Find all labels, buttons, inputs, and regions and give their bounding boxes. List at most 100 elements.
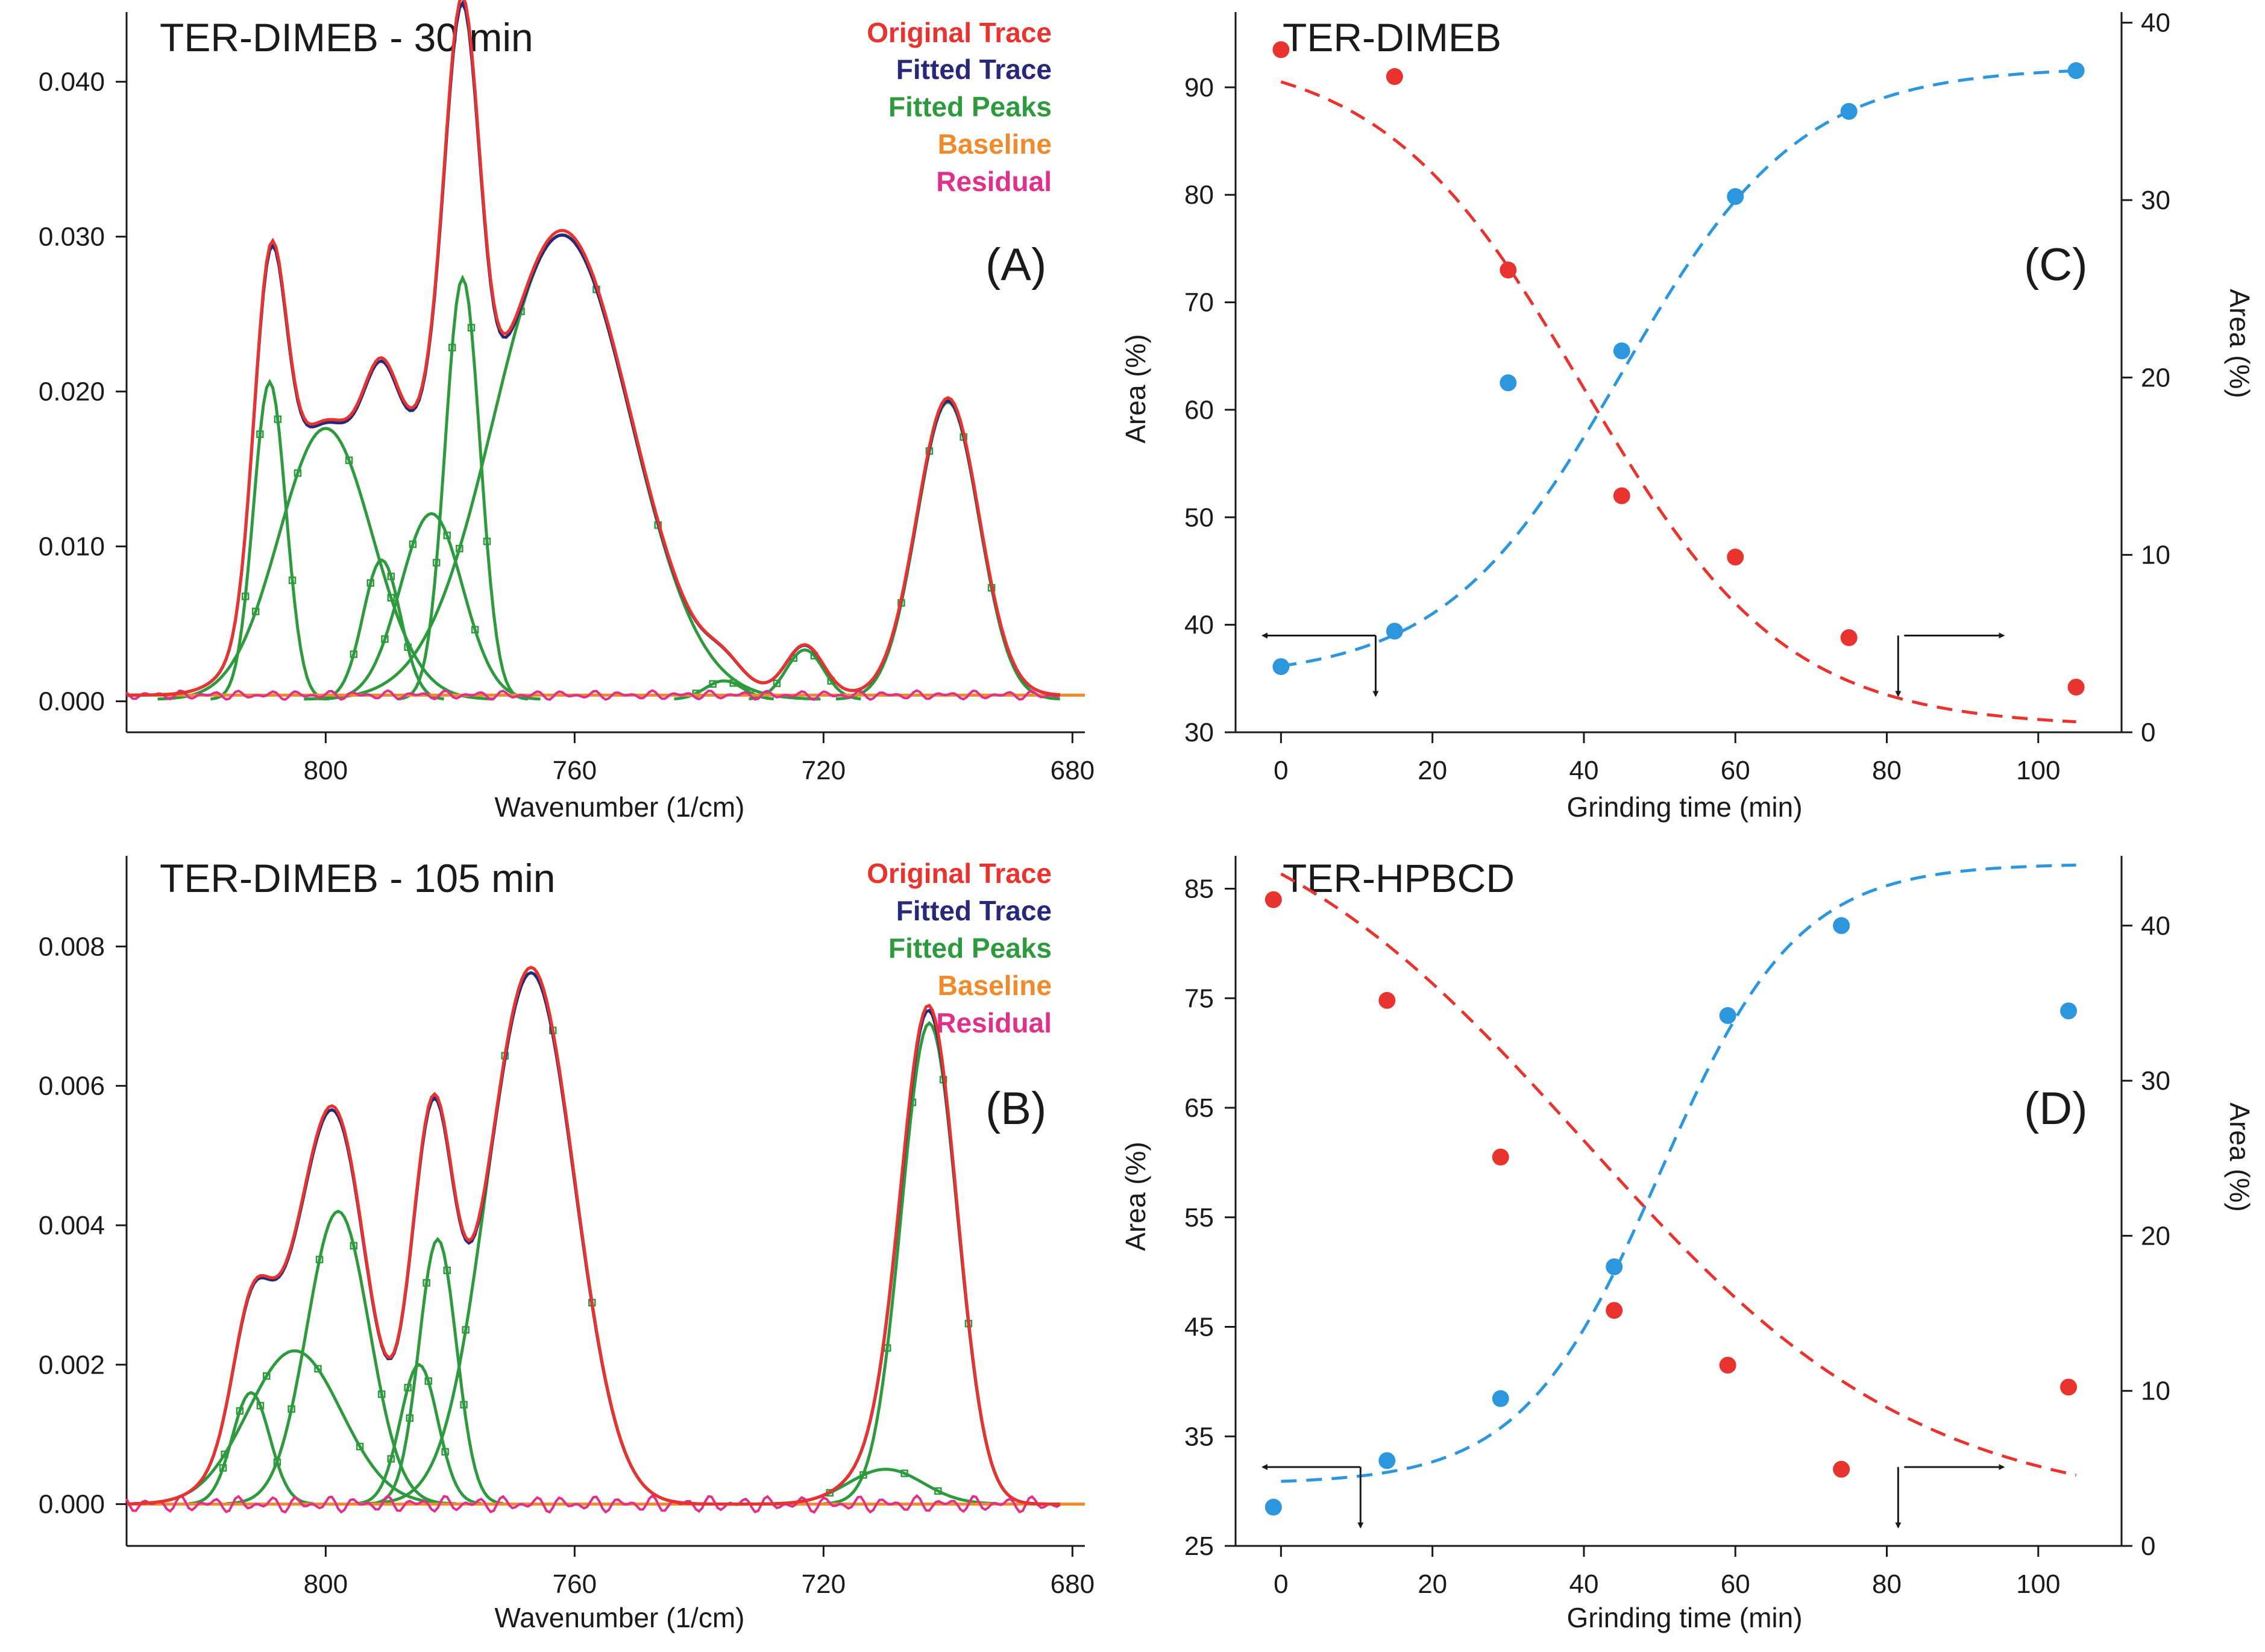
panel-b-legend-fitted-peaks: Fitted Peaks xyxy=(888,932,1052,964)
y-tick-label: 60 xyxy=(1184,395,1214,425)
y-tick-label: 70 xyxy=(1184,288,1214,318)
peak-marker xyxy=(274,415,282,423)
y2-tick-label: 30 xyxy=(2141,1066,2170,1096)
peak-marker xyxy=(443,532,451,539)
y-tick-label: 0.002 xyxy=(39,1350,105,1380)
peak-marker xyxy=(462,1326,470,1334)
y2-tick-label: 40 xyxy=(2141,8,2170,38)
panel-a-legend-baseline: Baseline xyxy=(938,128,1052,160)
y-tick-label: 0.030 xyxy=(39,222,105,252)
data-point xyxy=(1272,658,1290,676)
peak-marker xyxy=(287,1405,295,1413)
data-point xyxy=(1378,991,1396,1009)
x-tick-label: 760 xyxy=(553,1569,597,1599)
peak-marker xyxy=(709,680,717,688)
y-tick-label: 0.040 xyxy=(39,68,105,97)
peak-marker xyxy=(294,469,302,477)
data-point xyxy=(1500,262,1517,279)
y-tick-label: 40 xyxy=(1184,611,1214,640)
y-tick-label: 0.008 xyxy=(39,932,105,961)
data-point xyxy=(1727,548,1744,566)
data-point xyxy=(1272,41,1290,58)
fit-curve xyxy=(1280,80,2076,724)
peak-marker xyxy=(423,1279,430,1287)
peak-marker xyxy=(441,1448,449,1456)
fit-curve xyxy=(1281,69,2076,668)
peak-marker xyxy=(366,579,374,587)
peak-marker xyxy=(241,592,250,600)
y-tick-label: 0.006 xyxy=(39,1072,105,1101)
data-point xyxy=(1833,917,1850,934)
peak-marker xyxy=(387,594,395,601)
panel-c-title: TER-DIMEB xyxy=(1283,15,1501,60)
fitted-peak xyxy=(366,966,696,1506)
x-tick-label: 60 xyxy=(1721,756,1750,785)
peak-marker xyxy=(263,1372,271,1380)
peak-marker xyxy=(251,608,260,615)
peak-marker xyxy=(409,540,417,548)
panel-d-title: TER-HPBCD xyxy=(1283,856,1515,900)
panel-a-legend-fitted-trace: Fitted Trace xyxy=(896,54,1052,85)
x-tick-label: 80 xyxy=(1872,756,1902,785)
panel-a-xlabel: Wavenumber (1/cm) xyxy=(495,791,745,823)
x-tick-label: 800 xyxy=(304,1569,348,1599)
data-point xyxy=(1606,1302,1623,1319)
data-point xyxy=(1264,891,1282,908)
panel-b-title: TER-DIMEB - 105 min xyxy=(160,856,555,900)
fitted-peak xyxy=(188,1390,313,1506)
peak-marker xyxy=(729,679,737,687)
fitted-peak xyxy=(322,512,541,701)
y2-tick-label: 0 xyxy=(2141,718,2155,747)
peak-marker xyxy=(288,576,297,585)
y2-tick-label: 10 xyxy=(2141,541,2170,570)
y-tick-label: 85 xyxy=(1184,875,1214,904)
data-point xyxy=(1613,487,1630,504)
x-tick-label: 800 xyxy=(304,756,348,785)
panel-c-xlabel: Grinding time (min) xyxy=(1566,791,1802,823)
x-tick-label: 80 xyxy=(1872,1569,1902,1599)
data-point xyxy=(1378,1452,1396,1469)
y-tick-label: 0.000 xyxy=(39,1490,105,1519)
y-tick-label: 35 xyxy=(1184,1422,1214,1451)
original-trace-line xyxy=(127,0,1060,697)
x-tick-label: 760 xyxy=(553,756,597,785)
y2-tick-label: 30 xyxy=(2141,186,2170,215)
data-point xyxy=(2060,1002,2078,1020)
panel-c-ylabel: Area (%) xyxy=(1120,334,1151,443)
peak-marker xyxy=(773,679,781,688)
panel-d-y2label: Area (%) xyxy=(2224,1102,2255,1211)
panel-d: TER-HPBCD (D) Grinding time (min) Area (… xyxy=(1120,856,2255,1633)
data-point xyxy=(1613,342,1630,360)
x-tick-label: 0 xyxy=(1274,1569,1288,1599)
y-tick-label: 0.004 xyxy=(39,1211,105,1240)
peak-marker xyxy=(900,1469,908,1477)
x-tick-label: 680 xyxy=(1051,756,1095,785)
y-tick-label: 80 xyxy=(1184,180,1214,210)
data-point xyxy=(1719,1007,1736,1025)
y2-tick-label: 40 xyxy=(2141,911,2170,941)
x-tick-label: 20 xyxy=(1418,1569,1447,1599)
y-tick-label: 0.010 xyxy=(39,532,105,562)
data-point xyxy=(2060,1378,2078,1396)
data-point xyxy=(1386,68,1403,86)
fit-curve xyxy=(1280,872,2077,1477)
panel-a-title: TER-DIMEB - 30 min xyxy=(160,15,533,60)
peak-marker xyxy=(460,1401,468,1409)
peak-marker xyxy=(483,537,491,545)
x-tick-label: 20 xyxy=(1418,756,1447,785)
y2-tick-label: 0 xyxy=(2141,1531,2155,1561)
y-tick-label: 0.020 xyxy=(39,377,105,407)
peak-marker xyxy=(404,643,412,651)
panel-b-legend-baseline: Baseline xyxy=(938,970,1052,1001)
peak-marker xyxy=(256,430,264,438)
peak-marker xyxy=(356,1442,364,1451)
peak-marker xyxy=(471,626,479,634)
panel-b-legend-fitted-trace: Fitted Trace xyxy=(896,895,1052,926)
x-tick-label: 720 xyxy=(802,1569,846,1599)
panel-a-legend: Original Trace Fitted Trace Fitted Peaks… xyxy=(867,17,1052,197)
y-tick-label: 50 xyxy=(1184,503,1214,532)
peak-marker xyxy=(387,1455,395,1463)
panel-c: TER-DIMEB (C) Grinding time (min) Area (… xyxy=(1120,8,2255,823)
y-tick-label: 75 xyxy=(1184,984,1214,1013)
